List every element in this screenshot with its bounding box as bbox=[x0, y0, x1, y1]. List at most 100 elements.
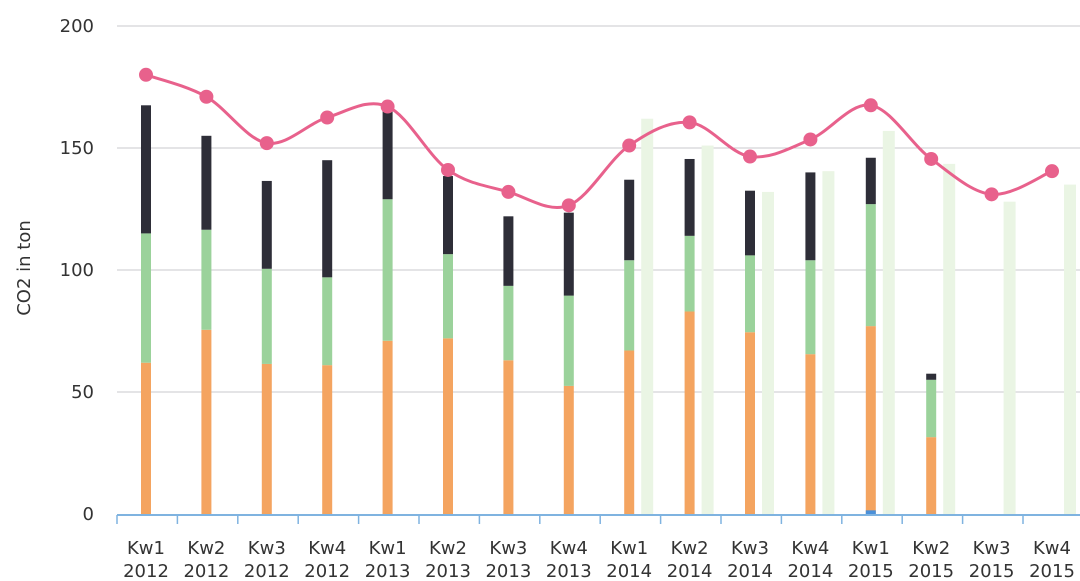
bar-segment-1-10 bbox=[745, 255, 755, 333]
x-tick-label-week-11: Kw4 bbox=[791, 538, 829, 559]
line-layer bbox=[139, 67, 1059, 213]
ghost-bar-10 bbox=[762, 191, 774, 515]
x-tick-label-week-7: Kw4 bbox=[550, 538, 588, 559]
line-point-3 bbox=[320, 110, 335, 125]
x-tick-label-year-15: 2015 bbox=[1029, 561, 1075, 581]
bar-segment-1-4 bbox=[382, 199, 393, 341]
x-tick-label-week-14: Kw3 bbox=[973, 538, 1011, 559]
bar-segment-1-3 bbox=[322, 277, 333, 366]
bar-segment-1-13 bbox=[926, 379, 937, 438]
x-tick-label-year-1: 2012 bbox=[183, 561, 229, 581]
x-tick-label-week-9: Kw2 bbox=[671, 538, 709, 559]
bar-segment-1-7 bbox=[563, 295, 574, 386]
bar-segment-0-5 bbox=[443, 338, 453, 514]
line-point-7 bbox=[561, 198, 576, 213]
y-tick-label-50: 50 bbox=[71, 382, 94, 403]
line-point-8 bbox=[622, 138, 637, 153]
line-point-12 bbox=[863, 98, 878, 113]
ghost-bar-12 bbox=[882, 130, 895, 515]
x-tick-label-year-5: 2013 bbox=[425, 561, 471, 581]
x-tick-label-year-13: 2015 bbox=[908, 561, 954, 581]
x-tick-label-week-6: Kw3 bbox=[489, 538, 527, 559]
bar-segment-1-0 bbox=[141, 233, 151, 363]
bar-segment-0-1 bbox=[201, 329, 212, 514]
line-point-2 bbox=[259, 136, 274, 151]
bar-segment-1-11 bbox=[805, 260, 816, 355]
bar-segment-1-9 bbox=[684, 235, 695, 312]
x-tick-label-year-7: 2013 bbox=[546, 561, 592, 581]
line-point-11 bbox=[803, 132, 818, 147]
x-tick-label-week-10: Kw3 bbox=[731, 538, 769, 559]
x-tick-label-week-2: Kw3 bbox=[248, 538, 286, 559]
line-point-0 bbox=[139, 67, 153, 82]
bar-segment-0-12 bbox=[865, 326, 876, 514]
line-point-9 bbox=[682, 115, 697, 130]
ghost-bar-13 bbox=[943, 163, 956, 515]
bar-segment-0-6 bbox=[503, 360, 514, 514]
bar-segment-0-3 bbox=[322, 365, 333, 514]
x-tick-label-week-1: Kw2 bbox=[187, 538, 225, 559]
x-tick-label-year-2: 2012 bbox=[244, 561, 290, 581]
bar-segment-2-9 bbox=[684, 158, 695, 236]
x-tick-label-year-3: 2012 bbox=[304, 561, 350, 581]
bar-segment-1-1 bbox=[201, 229, 212, 330]
bar-segment-2-10 bbox=[745, 190, 755, 256]
bar-segment-0-8 bbox=[624, 350, 635, 514]
x-tick-label-year-14: 2015 bbox=[969, 561, 1015, 581]
bar-segment-2-13 bbox=[926, 373, 937, 380]
bar-segment-0-9 bbox=[684, 311, 695, 514]
bar-segment-1-5 bbox=[443, 254, 453, 339]
line-point-1 bbox=[199, 89, 214, 104]
ghost-bar-9 bbox=[701, 145, 714, 514]
bar-segment-0-11 bbox=[805, 354, 816, 514]
bar-segment-2-5 bbox=[443, 176, 453, 255]
x-tick-label-week-8: Kw1 bbox=[610, 538, 648, 559]
grid-layer bbox=[117, 25, 1080, 393]
x-tick-label-week-3: Kw4 bbox=[308, 538, 346, 559]
x-tick-label-year-9: 2014 bbox=[667, 561, 713, 581]
bar-segment-2-4 bbox=[382, 108, 393, 200]
bar-segment-2-2 bbox=[261, 180, 272, 269]
y-axis-title: CO2 in ton bbox=[14, 220, 35, 316]
bar-segment-1-6 bbox=[503, 285, 514, 361]
bar-segment-2-8 bbox=[624, 179, 635, 261]
ghost-bar-14 bbox=[1003, 201, 1016, 514]
bar-segment-2-0 bbox=[141, 105, 151, 234]
x-tick-label-year-12: 2015 bbox=[848, 561, 894, 581]
ghost-bar-8 bbox=[641, 118, 654, 514]
axis-layer: 050100150200Kw12012Kw22012Kw32012Kw42012… bbox=[60, 16, 1080, 581]
bar-segment-2-1 bbox=[201, 135, 212, 230]
line-point-13 bbox=[924, 151, 939, 166]
x-tick-label-year-0: 2012 bbox=[123, 561, 169, 581]
bar-segment-0-0 bbox=[141, 362, 151, 514]
bar-segment-2-6 bbox=[503, 216, 514, 286]
x-tick-label-week-0: Kw1 bbox=[127, 538, 165, 559]
line-series-path bbox=[145, 73, 1053, 209]
bar-segment-0-10 bbox=[745, 332, 755, 514]
x-tick-label-year-4: 2013 bbox=[365, 561, 411, 581]
bar-segment-0-2 bbox=[261, 363, 272, 514]
bar-segment-2-7 bbox=[563, 212, 574, 296]
line-point-6 bbox=[501, 184, 516, 199]
bar-segment-2-12 bbox=[865, 157, 876, 205]
y-tick-label-100: 100 bbox=[60, 260, 94, 281]
line-point-5 bbox=[441, 162, 455, 177]
small-blue-bar bbox=[865, 510, 876, 514]
line-point-10 bbox=[743, 149, 757, 164]
x-tick-label-week-12: Kw1 bbox=[852, 538, 890, 559]
line-point-14 bbox=[984, 187, 999, 202]
x-tick-label-week-13: Kw2 bbox=[912, 538, 950, 559]
x-tick-label-week-4: Kw1 bbox=[369, 538, 407, 559]
bar-segment-1-12 bbox=[865, 204, 876, 327]
x-tick-label-year-8: 2014 bbox=[606, 561, 652, 581]
bar-segment-2-11 bbox=[805, 172, 816, 261]
bar-segment-1-2 bbox=[261, 268, 272, 364]
bar-segment-2-3 bbox=[322, 160, 333, 278]
ghost-bar-15 bbox=[1064, 184, 1076, 514]
bar-segment-1-8 bbox=[624, 260, 635, 351]
bar-segment-0-7 bbox=[563, 385, 574, 514]
x-tick-label-year-10: 2014 bbox=[727, 561, 773, 581]
x-tick-label-year-6: 2013 bbox=[485, 561, 531, 581]
